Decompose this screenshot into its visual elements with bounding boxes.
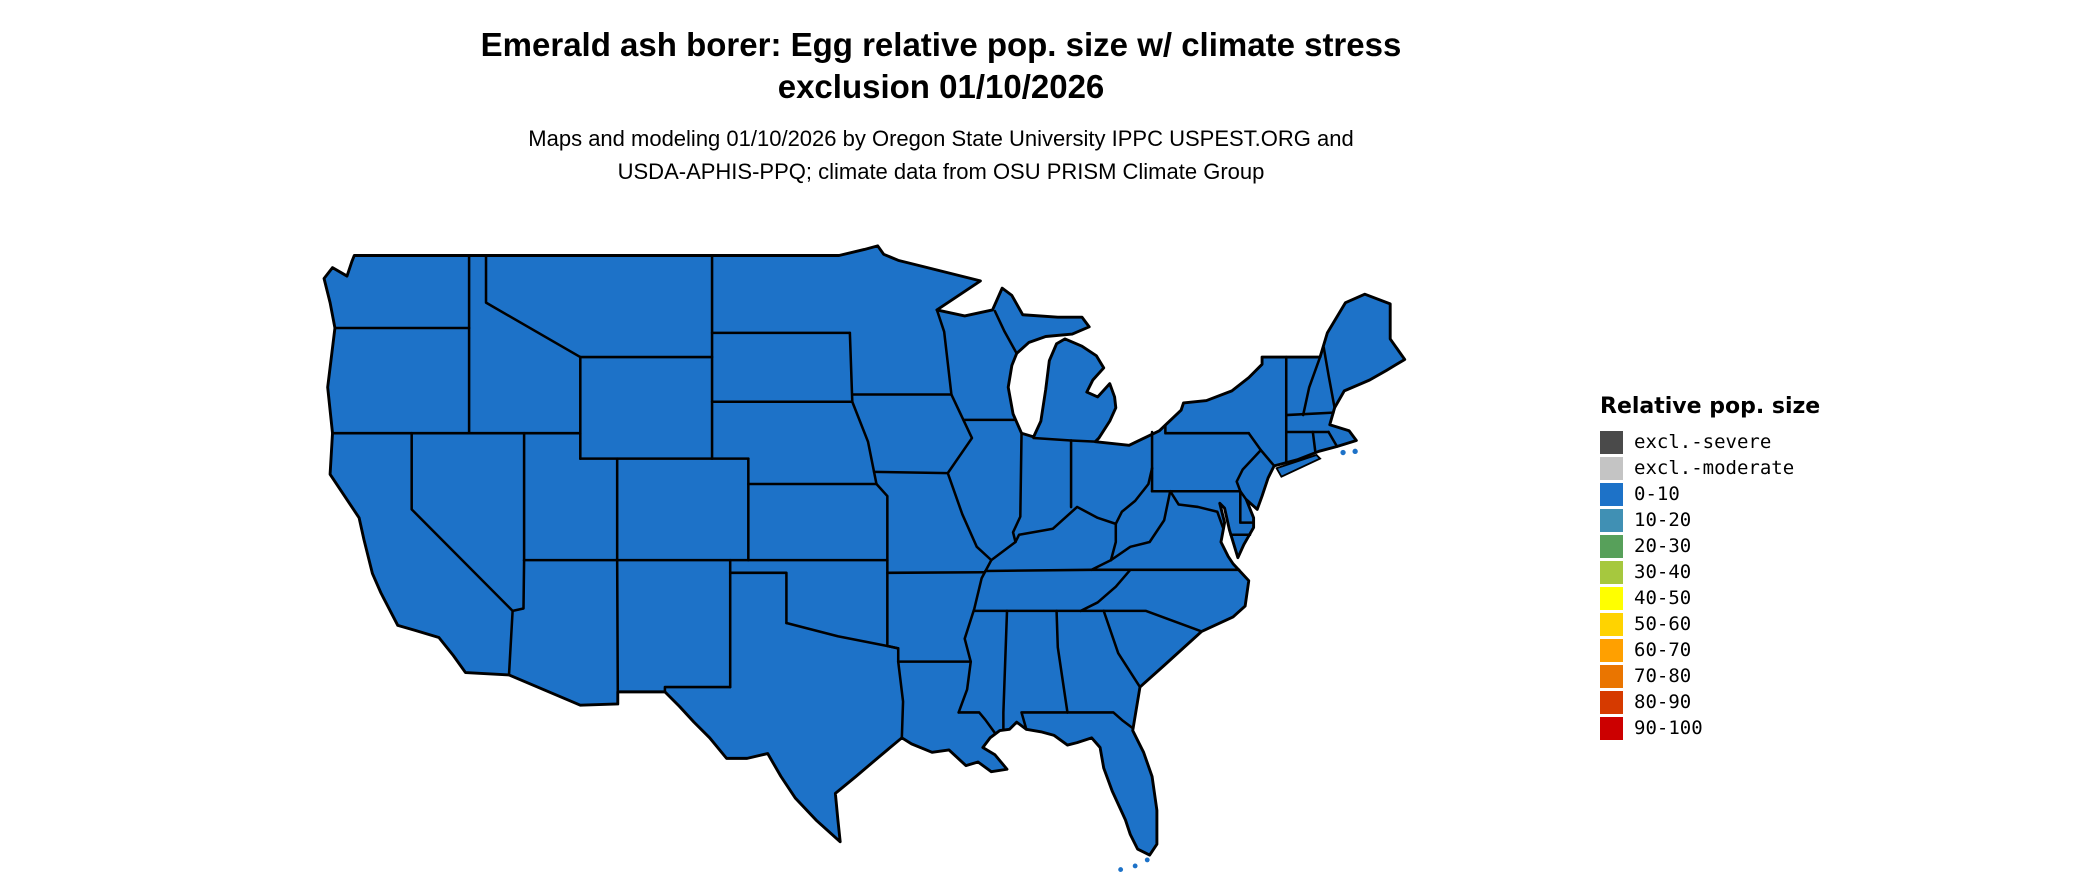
border-mn-sd (848, 331, 854, 404)
legend-swatch (1600, 690, 1623, 714)
border-md-de (1239, 489, 1255, 524)
page-subtitle: Maps and modeling 01/10/2026 by Oregon S… (0, 122, 1882, 188)
border-wi-mi (993, 309, 1018, 355)
border-id-mt (484, 254, 582, 359)
border-ms-la (957, 711, 997, 735)
border-wv-va (1109, 489, 1172, 562)
long-island (1275, 453, 1322, 478)
border-mo-ks-ok-ar (875, 482, 900, 650)
border-ia-mo (872, 470, 950, 475)
coastal-islands (1118, 448, 1358, 872)
legend-entry-label: excl.-moderate (1634, 457, 1795, 479)
legend-title: Relative pop. size (1600, 394, 1821, 419)
legend-entry: 0-10 (1600, 481, 1820, 507)
border-ky-wv (1109, 522, 1118, 562)
border-nc-sc (1102, 609, 1203, 633)
legend-entry: 80-90 (1600, 689, 1820, 715)
border-az-nm (615, 558, 620, 694)
border-ny-nj (1259, 448, 1276, 468)
legend-entry-label: 90-100 (1634, 717, 1703, 739)
legend-entry-label: 20-30 (1634, 535, 1692, 557)
border-ca-nv (410, 431, 514, 613)
legend-entry-label: 60-70 (1634, 639, 1692, 661)
legend-entry-label: 80-90 (1634, 691, 1692, 713)
border-ny-pa (1164, 424, 1251, 435)
border-ok-panhandle (728, 571, 788, 625)
legend-swatch (1600, 430, 1623, 454)
legend-entry: 60-70 (1600, 637, 1820, 663)
border-il-in (1011, 433, 1023, 544)
border-ga-fl (1066, 711, 1134, 730)
border-mississippi-river (935, 308, 993, 714)
legend: Relative pop. size excl.-severe excl.-mo… (1600, 394, 1820, 741)
border-ms-al (1002, 609, 1009, 731)
border-ca-az (507, 609, 514, 677)
legend-entry: 70-80 (1600, 663, 1820, 689)
title-line-2: exclusion 01/10/2026 (777, 68, 1105, 105)
border-ga-sc (1102, 609, 1142, 689)
legend-swatch (1600, 586, 1623, 610)
legend-entry: 10-20 (1600, 507, 1820, 533)
border-ky-tn-va-nc (983, 568, 1241, 573)
border-ma-north (1284, 411, 1335, 417)
border-ri-ma (1327, 430, 1339, 448)
legend-swatch (1600, 456, 1623, 480)
legend-swatch (1600, 560, 1623, 584)
border-al-ga (1055, 609, 1069, 714)
legend-entry-label: 70-80 (1634, 665, 1692, 687)
legend-entry-label: 30-40 (1634, 561, 1692, 583)
legend-entry: excl.-moderate (1600, 455, 1820, 481)
border-delaware-river (1235, 431, 1263, 501)
legend-swatch (1600, 664, 1623, 688)
legend-entry: excl.-severe (1600, 429, 1820, 455)
legend-entry: 50-60 (1600, 611, 1820, 637)
title-line-1: Emerald ash borer: Egg relative pop. siz… (480, 26, 1402, 63)
border-ct-ri (1311, 430, 1317, 453)
legend-entry: 40-50 (1600, 585, 1820, 611)
legend-swatch (1600, 508, 1623, 532)
legend-entry: 30-40 (1600, 559, 1820, 585)
page-title: Emerald ash borer: Egg relative pop. siz… (0, 24, 1882, 108)
us-outline (322, 244, 1407, 857)
legend-swatch (1600, 612, 1623, 636)
border-vt-nh (1301, 355, 1322, 417)
border-nv-az (511, 558, 526, 613)
border-ky-va (1090, 558, 1113, 572)
legend-entry-label: 50-60 (1634, 613, 1692, 635)
legend-rows: excl.-severe excl.-moderate 0-10 10-20 2… (1600, 429, 1820, 741)
state-borders (331, 254, 1339, 740)
us-map (322, 244, 1407, 872)
legend-entry-label: 10-20 (1634, 509, 1692, 531)
border-missouri-river (851, 400, 878, 486)
border-al-fl (1020, 711, 1069, 731)
subtitle-line-2: USDA-APHIS-PPQ; climate data from OSU PR… (617, 159, 1265, 184)
legend-swatch (1600, 716, 1623, 740)
legend-entry-label: 0-10 (1634, 483, 1680, 505)
legend-entry: 20-30 (1600, 533, 1820, 559)
border-ohio-river (990, 466, 1154, 562)
legend-entry: 90-100 (1600, 715, 1820, 741)
legend-swatch (1600, 482, 1623, 506)
legend-swatch (1600, 534, 1623, 558)
legend-swatch (1600, 638, 1623, 662)
legend-entry-label: 40-50 (1634, 587, 1692, 609)
border-mi-in-oh (1032, 436, 1097, 443)
border-nm-tx-south (663, 685, 732, 694)
legend-entry-label: excl.-severe (1634, 431, 1772, 453)
subtitle-line-1: Maps and modeling 01/10/2026 by Oregon S… (528, 126, 1354, 151)
border-tx-ar-la (896, 647, 905, 740)
border-mo-ar (886, 570, 986, 575)
border-potomac (1168, 489, 1225, 530)
border-nh-me (1322, 346, 1336, 410)
border-tn-nc (1079, 568, 1132, 613)
